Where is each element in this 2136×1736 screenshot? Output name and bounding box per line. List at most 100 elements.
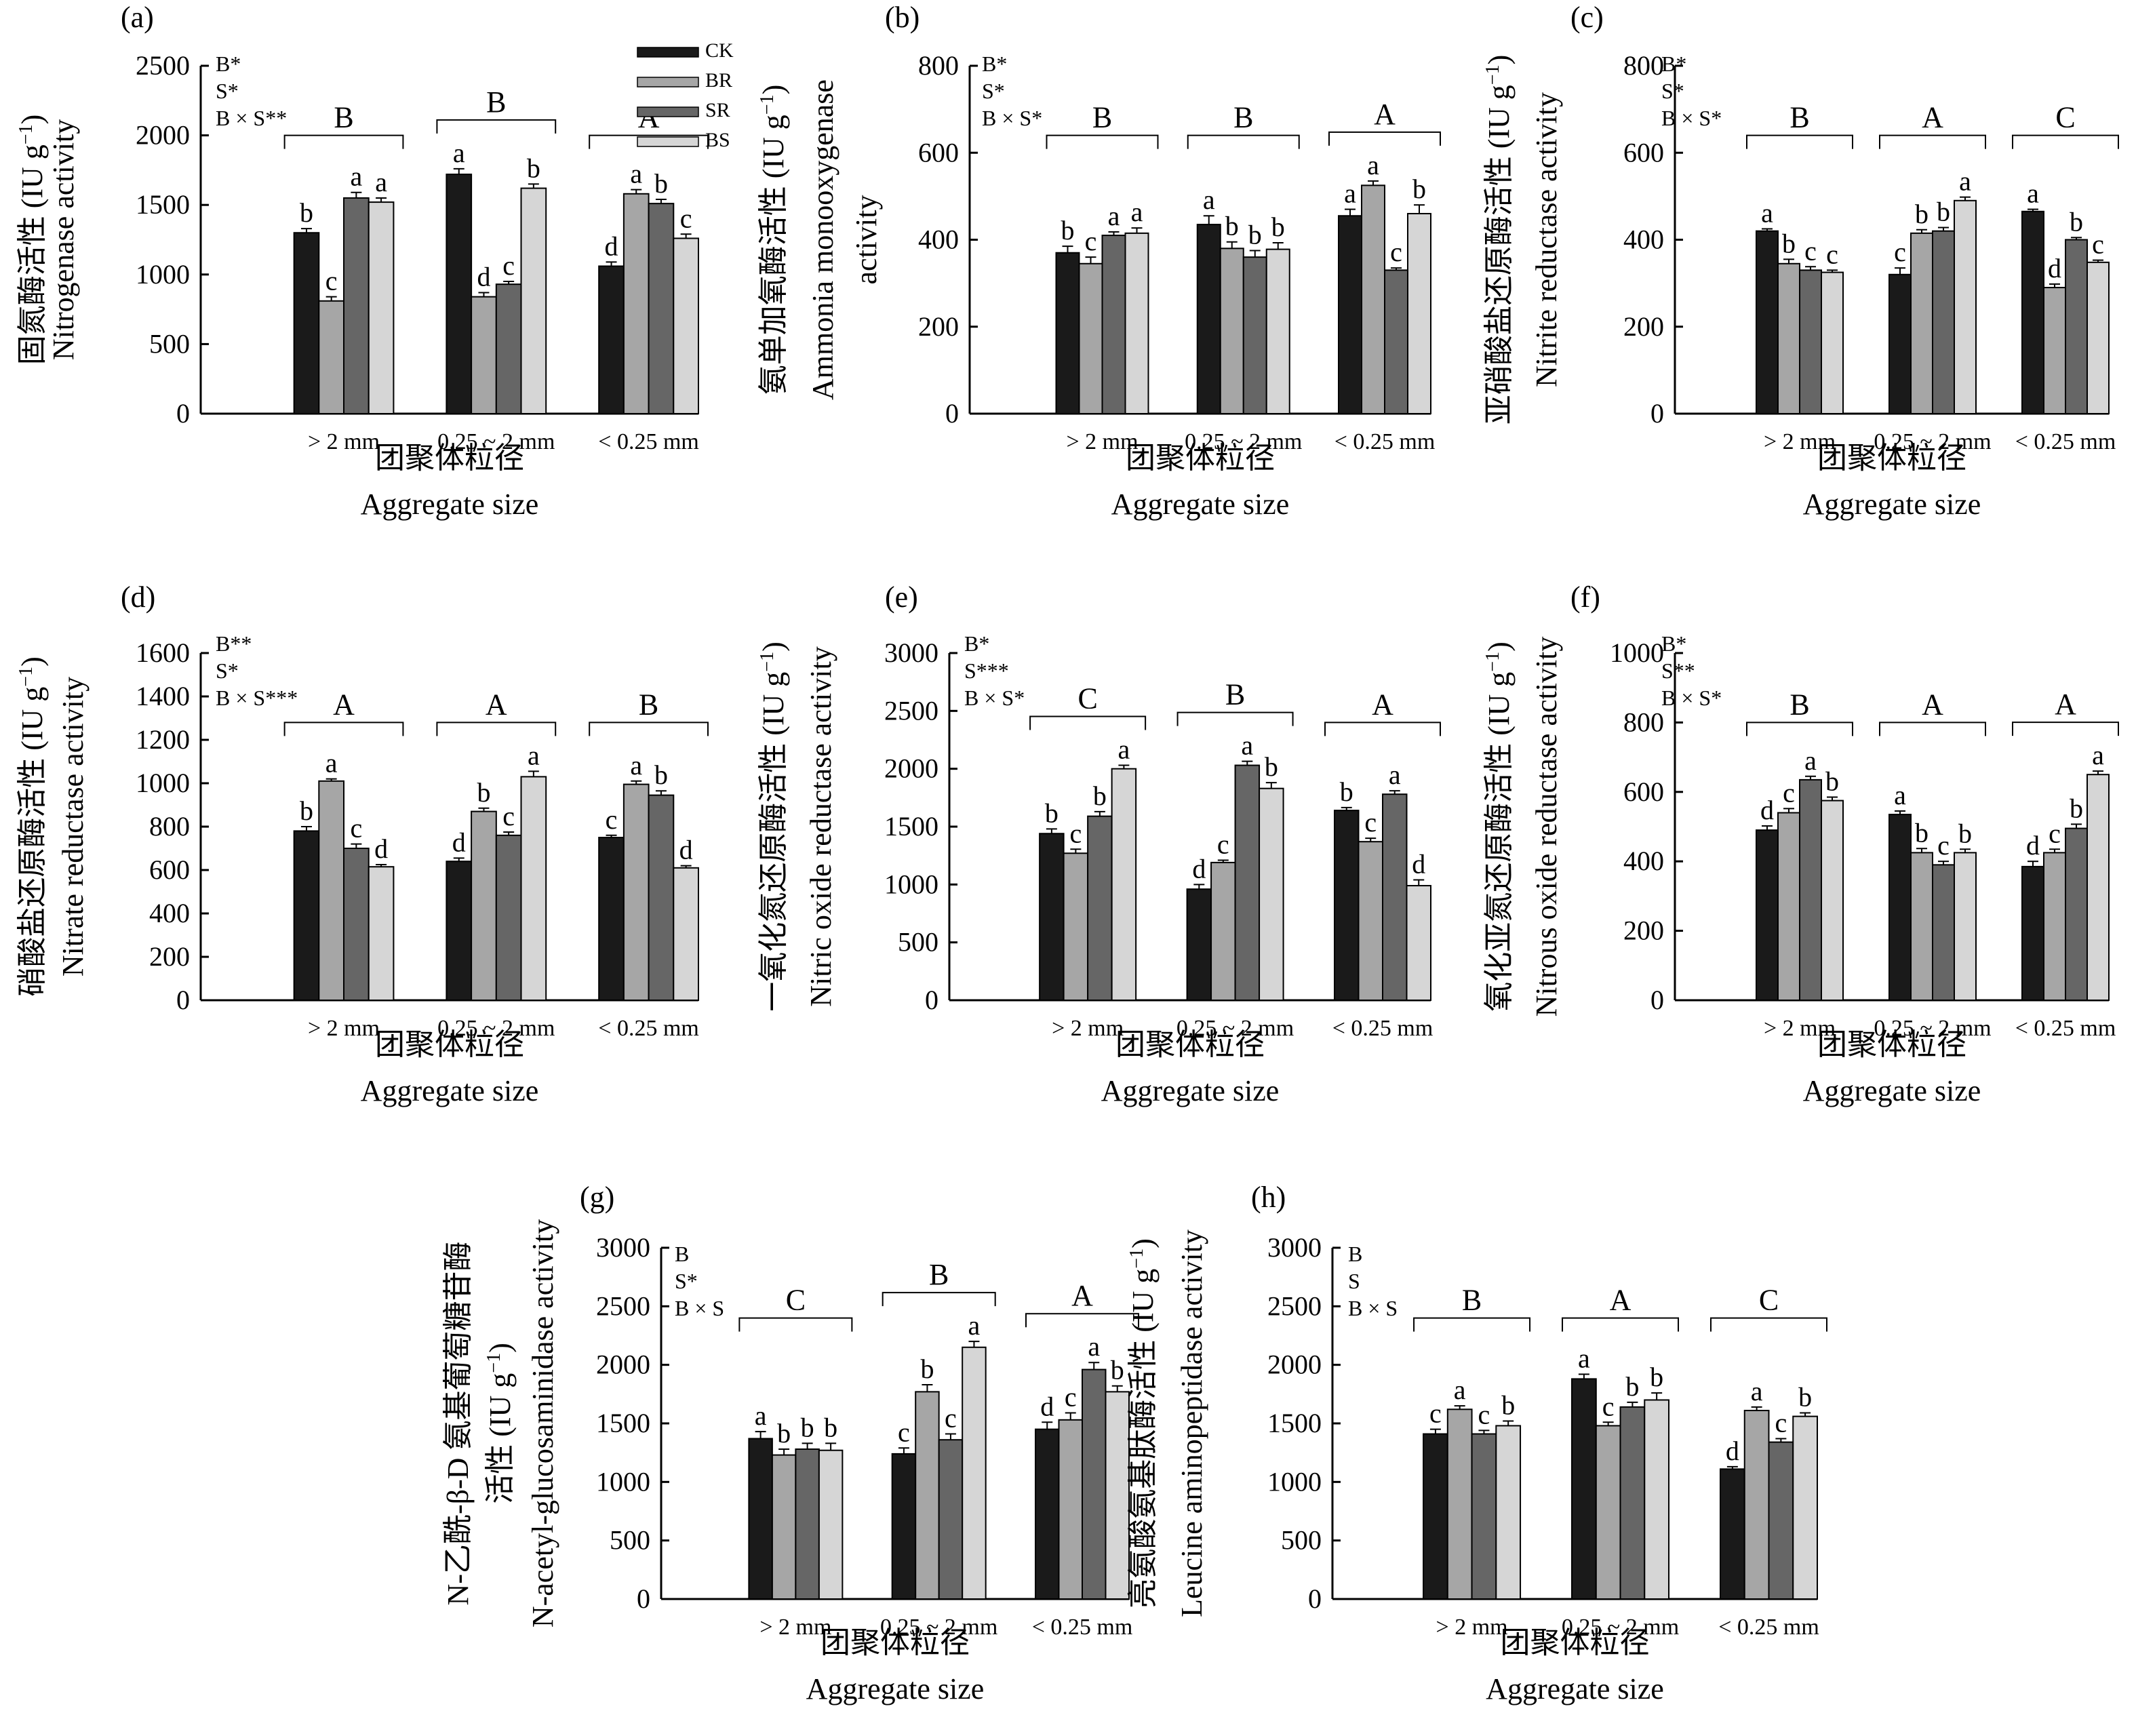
- bar-br: [771, 1454, 797, 1600]
- significance-letter: a: [528, 740, 540, 770]
- stat-label: B × S***: [216, 686, 298, 710]
- y-axis-title-cn: N-乙酰-β-D 氨基葡萄糖苷酶: [441, 1242, 475, 1606]
- panel-b: (b) 0 200 400 600 800 > 2 mm 0.25 ~ 2 mm < 0.25 …: [757, 1, 1441, 521]
- significance-letter: d: [452, 827, 466, 857]
- bar-ck: [1423, 1433, 1448, 1600]
- bar-ck: [2021, 865, 2044, 1001]
- stat-label: B × S*: [964, 686, 1025, 710]
- group-bracket: [436, 722, 557, 736]
- x-axis-title-cn: 团聚体粒径: [820, 1626, 970, 1659]
- bar-ck: [1756, 829, 1779, 1001]
- group-bracket: [1413, 1317, 1531, 1332]
- bar-br: [1219, 248, 1244, 415]
- x-axis-title-cn: 团聚体粒径: [1817, 1028, 1966, 1061]
- bar-sr: [1382, 793, 1408, 1002]
- group-bracket: [589, 134, 709, 149]
- stat-label: B × S: [1348, 1296, 1398, 1320]
- stat-label: B*: [1661, 631, 1686, 656]
- significance-letter: b: [477, 777, 490, 808]
- significance-letter: a: [1804, 745, 1817, 776]
- y-tick-label: 600: [149, 854, 190, 885]
- bar-sr: [1799, 269, 1822, 415]
- stat-label: B × S*: [982, 106, 1042, 130]
- y-tick-label: 2500: [136, 50, 190, 81]
- bar-sr: [1384, 269, 1408, 415]
- bar-sr: [1082, 1368, 1107, 1600]
- group-bracket: [1187, 134, 1300, 149]
- group-bracket: [1562, 1317, 1680, 1332]
- bar-ck: [598, 265, 625, 414]
- legend-label: BR: [705, 69, 732, 92]
- significance-letter: b: [1271, 212, 1285, 242]
- y-tick-label: 1400: [136, 681, 190, 711]
- significance-letter: d: [2048, 253, 2061, 283]
- bar-bs: [1821, 271, 1844, 414]
- significance-letter: b: [1937, 197, 1950, 227]
- stat-label: B × S**: [216, 106, 287, 130]
- x-category-label: 0.25 ~ 2 mm: [1185, 429, 1302, 454]
- significance-letter: c: [1429, 1398, 1442, 1429]
- significance-letter: a: [1131, 197, 1143, 227]
- y-axis-title-cn: 固氮酶活性 (IU g−1): [16, 115, 50, 366]
- y-tick-label: 500: [610, 1525, 650, 1556]
- group-bracket: [1746, 722, 1853, 736]
- y-tick-label: 800: [918, 50, 959, 81]
- y-axis-title-en: Ammonia monooxygenase: [806, 79, 839, 400]
- bar-br: [1210, 861, 1236, 1001]
- significance-letter: d: [1040, 1391, 1054, 1421]
- bar-bs: [1406, 885, 1431, 1002]
- bar-ck: [1196, 224, 1221, 414]
- bar-sr: [1799, 778, 1822, 1001]
- x-category-label: < 0.25 mm: [1334, 429, 1436, 454]
- stat-label: B: [675, 1242, 689, 1266]
- bar-bs: [1954, 852, 1977, 1002]
- bar-ck: [2021, 210, 2044, 414]
- legend-label: CK: [705, 39, 734, 62]
- x-axis-title-en: Aggregate size: [361, 488, 539, 521]
- panel-e: (e) 0 500 1000 1500 2000 2500 3000 > 2 mm 0.25 ~ …: [757, 580, 1441, 1107]
- group-letter: A: [486, 688, 507, 721]
- significance-letter: b: [1650, 1362, 1663, 1392]
- y-tick-label: 1000: [136, 768, 190, 798]
- group-letter: B: [639, 688, 658, 721]
- significance-letter: a: [630, 159, 642, 189]
- group-letter: A: [1610, 1284, 1631, 1317]
- bar-bs: [1644, 1399, 1670, 1600]
- significance-letter: c: [1783, 777, 1795, 808]
- bar-sr: [648, 794, 675, 1001]
- group-bracket: [1746, 134, 1853, 149]
- panel-g: (g) 0 500 1000 1500 2000 2500 3000 > 2 mm 0.25 ~ …: [441, 1181, 1139, 1705]
- legend-swatch-br: [637, 77, 699, 87]
- significance-letter: d: [2026, 830, 2040, 861]
- bar-ck: [446, 174, 473, 414]
- significance-letter: b: [1340, 776, 1353, 807]
- bar-br: [1777, 262, 1800, 414]
- stat-label: S*: [1661, 79, 1684, 103]
- bar-ck: [1720, 1468, 1745, 1600]
- y-tick-label: 800: [1623, 707, 1664, 737]
- y-tick-label: 800: [149, 811, 190, 842]
- y-tick-label: 1000: [136, 259, 190, 290]
- x-axis-title-cn: 团聚体粒径: [375, 441, 524, 475]
- significance-letter: b: [1111, 1355, 1124, 1385]
- group-letter: B: [1233, 101, 1253, 134]
- stat-label: S*: [216, 658, 239, 683]
- y-tick-label: 200: [149, 941, 190, 972]
- group-bracket: [1879, 722, 1986, 736]
- significance-letter: a: [2027, 178, 2039, 209]
- x-axis-title-cn: 团聚体粒径: [1817, 441, 1966, 475]
- significance-letter: b: [920, 1354, 934, 1384]
- legend-label: BS: [705, 129, 730, 151]
- y-tick-label: 500: [898, 927, 938, 958]
- bar-sr: [2065, 239, 2088, 414]
- x-category-label: 0.25 ~ 2 mm: [1562, 1615, 1679, 1640]
- y-tick-label: 1600: [136, 637, 190, 668]
- y-axis-title-cn: 活性 (IU g−1): [483, 1343, 517, 1504]
- significance-letter: a: [1761, 197, 1773, 228]
- y-tick-label: 1500: [1267, 1408, 1322, 1438]
- panel-label: (g): [580, 1181, 614, 1214]
- significance-letter: c: [945, 1403, 957, 1434]
- bar-sr: [495, 834, 522, 1002]
- significance-letter: d: [1192, 853, 1206, 884]
